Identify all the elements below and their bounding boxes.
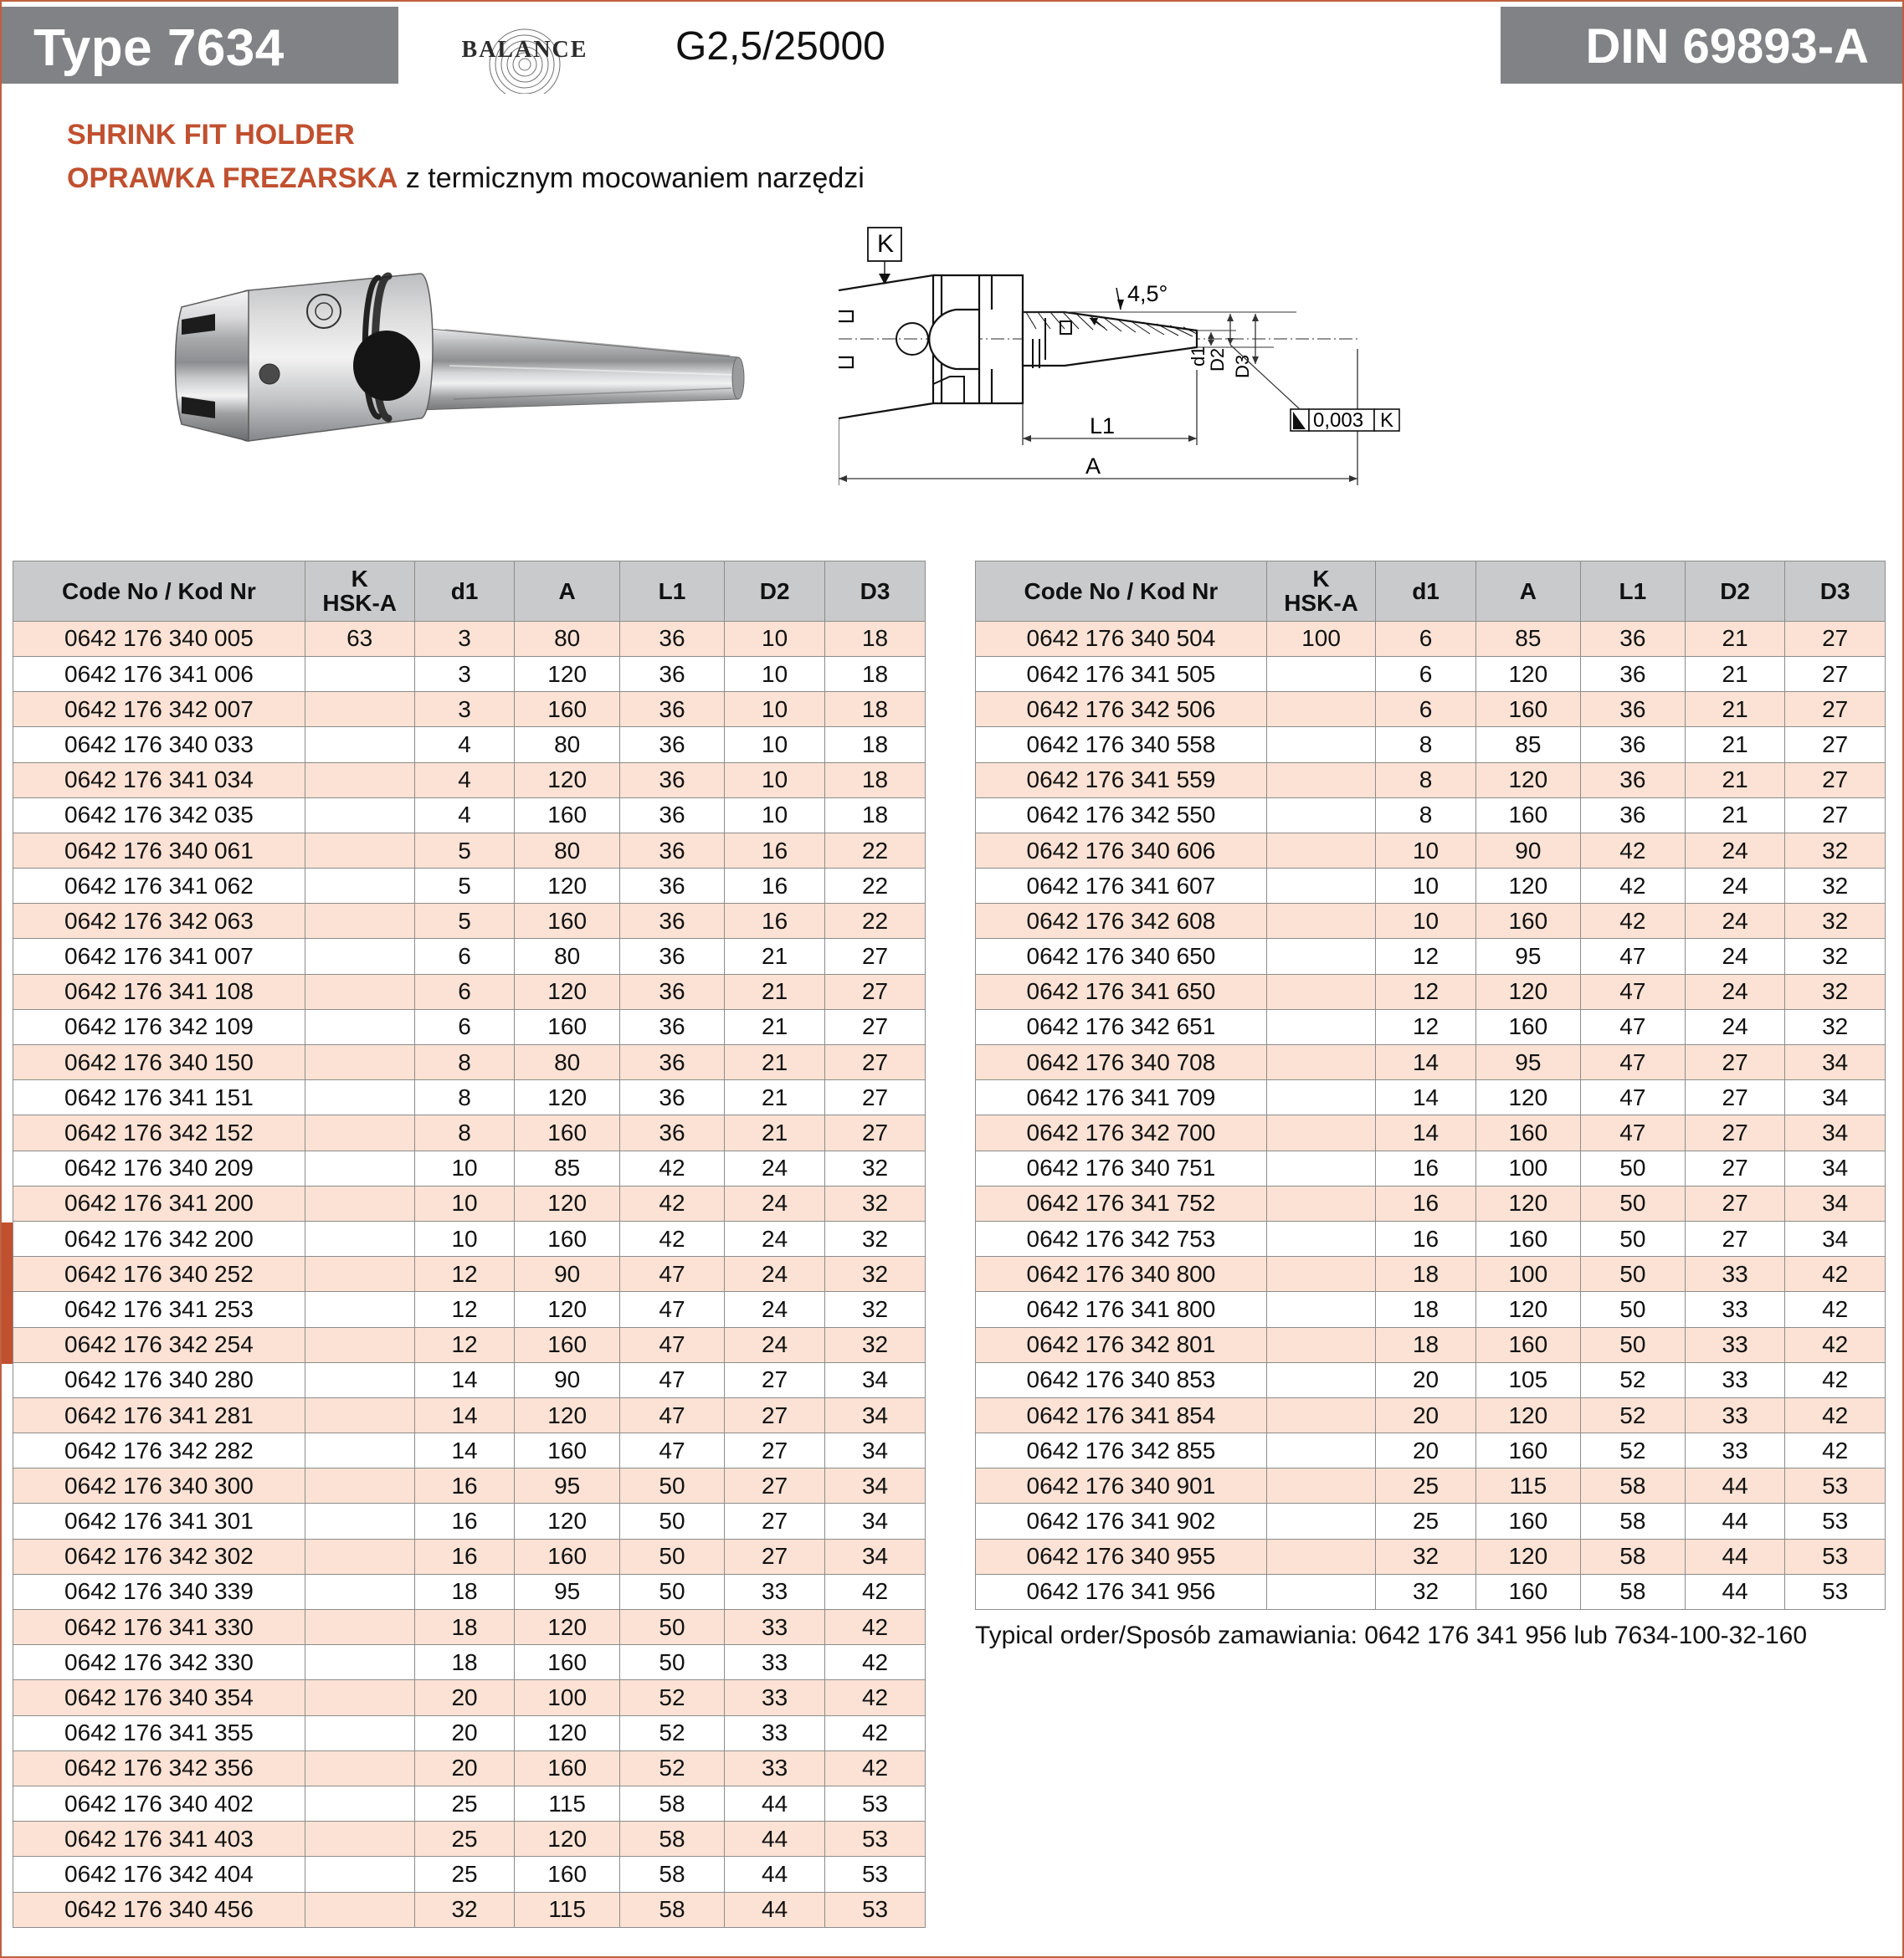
svg-text:K: K	[1380, 409, 1393, 432]
svg-text:D3: D3	[1232, 355, 1253, 378]
svg-text:4,5°: 4,5°	[1127, 281, 1168, 306]
svg-text:D2: D2	[1207, 348, 1228, 372]
svg-text:d1: d1	[1188, 346, 1209, 366]
svg-text:K: K	[877, 230, 894, 258]
svg-text:0,003: 0,003	[1313, 409, 1363, 432]
svg-text:L1: L1	[1090, 413, 1115, 438]
svg-text:A: A	[1085, 454, 1101, 479]
